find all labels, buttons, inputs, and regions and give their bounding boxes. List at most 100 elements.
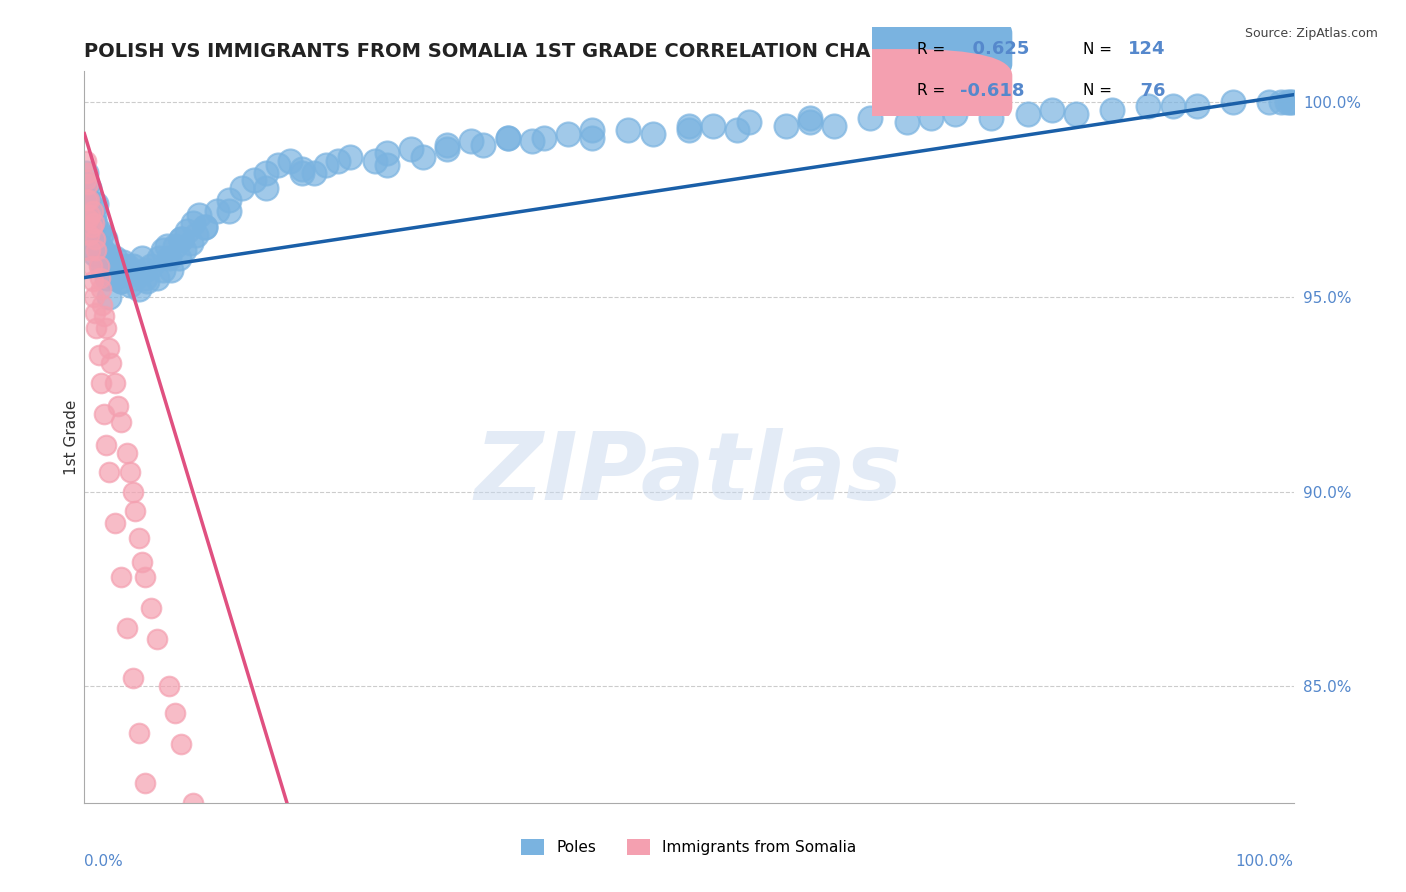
Point xyxy=(77,212,100,227)
Point xyxy=(96,270,118,285)
Point xyxy=(104,270,127,285)
Point xyxy=(520,135,543,149)
Point xyxy=(496,130,519,145)
Point xyxy=(82,232,104,246)
Point xyxy=(146,873,169,888)
Point xyxy=(90,227,112,242)
Text: N =: N = xyxy=(1083,84,1116,98)
Point xyxy=(1281,95,1303,110)
Point xyxy=(170,738,193,752)
Point xyxy=(77,193,100,207)
Point xyxy=(131,251,153,265)
Point xyxy=(436,138,458,153)
Point xyxy=(980,111,1002,125)
Point xyxy=(77,181,100,195)
Text: POLISH VS IMMIGRANTS FROM SOMALIA 1ST GRADE CORRELATION CHART: POLISH VS IMMIGRANTS FROM SOMALIA 1ST GR… xyxy=(84,43,898,62)
Point xyxy=(80,259,103,273)
Point xyxy=(363,153,385,168)
Point xyxy=(110,570,132,584)
Point xyxy=(896,115,918,129)
Point xyxy=(84,305,107,319)
Point xyxy=(121,484,143,499)
Point xyxy=(76,193,98,207)
FancyBboxPatch shape xyxy=(773,49,1012,134)
Point xyxy=(134,570,156,584)
Point xyxy=(581,122,603,136)
Point xyxy=(218,193,240,207)
Point xyxy=(231,181,253,195)
Y-axis label: 1st Grade: 1st Grade xyxy=(63,400,79,475)
Point xyxy=(152,262,174,277)
Point xyxy=(115,267,138,281)
Point xyxy=(617,122,640,136)
Point xyxy=(702,119,724,133)
Point xyxy=(94,232,117,246)
Point xyxy=(93,259,115,273)
Point xyxy=(104,376,127,390)
Point xyxy=(79,204,101,219)
Point xyxy=(823,119,845,133)
Text: 100.0%: 100.0% xyxy=(1236,854,1294,869)
Point xyxy=(155,239,177,253)
Point xyxy=(77,193,100,207)
Point xyxy=(120,465,142,479)
Point xyxy=(120,278,142,293)
Point xyxy=(267,158,290,172)
Point xyxy=(94,321,117,335)
Point xyxy=(136,275,159,289)
Point xyxy=(97,465,120,479)
Point xyxy=(859,111,882,125)
Point xyxy=(82,204,104,219)
Point xyxy=(86,196,108,211)
Point xyxy=(75,165,97,179)
Point xyxy=(77,177,100,191)
Point xyxy=(82,275,104,289)
Point xyxy=(86,244,108,258)
Point xyxy=(105,262,128,277)
Point xyxy=(75,173,97,187)
Point xyxy=(399,142,422,156)
Point xyxy=(83,290,105,304)
Point xyxy=(242,173,264,187)
Point xyxy=(89,239,111,253)
Point xyxy=(91,244,114,258)
Point xyxy=(80,219,103,234)
Point xyxy=(173,244,195,258)
Point xyxy=(1270,95,1292,110)
Point xyxy=(148,251,170,265)
Point xyxy=(93,407,115,421)
Point xyxy=(188,208,211,222)
Point xyxy=(1040,103,1063,118)
Point xyxy=(1017,107,1039,121)
Point xyxy=(254,181,277,195)
Point xyxy=(97,251,120,265)
Point xyxy=(134,776,156,790)
Point xyxy=(167,251,190,265)
Point xyxy=(128,282,150,296)
Point xyxy=(97,341,120,355)
Point xyxy=(77,212,100,227)
Point xyxy=(339,150,361,164)
Point xyxy=(79,239,101,253)
Point xyxy=(90,376,112,390)
Point xyxy=(89,270,111,285)
Text: 0.625: 0.625 xyxy=(960,40,1029,58)
Point xyxy=(160,262,183,277)
Point xyxy=(165,239,187,253)
Point xyxy=(291,161,314,176)
Text: 0.0%: 0.0% xyxy=(84,854,124,869)
Point xyxy=(170,232,193,246)
Point xyxy=(128,531,150,545)
Point xyxy=(1064,107,1087,121)
Point xyxy=(291,165,314,179)
Point xyxy=(533,130,555,145)
Point xyxy=(107,399,129,413)
Point xyxy=(375,146,398,161)
Point xyxy=(738,115,761,129)
Point xyxy=(1101,103,1123,118)
Point xyxy=(110,275,132,289)
Point xyxy=(134,262,156,277)
Point xyxy=(302,165,325,179)
Text: ZIPatlas: ZIPatlas xyxy=(475,427,903,520)
Point xyxy=(115,259,138,273)
